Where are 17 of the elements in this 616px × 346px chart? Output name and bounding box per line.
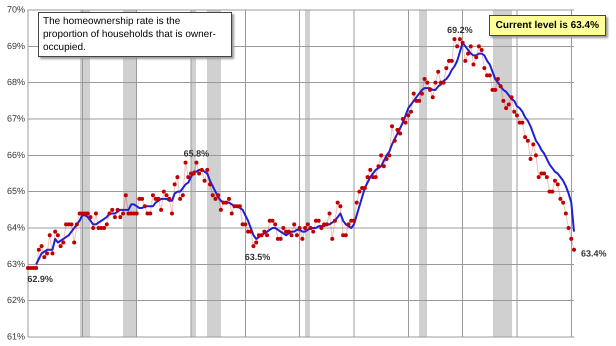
y-tick-label: 61%	[6, 331, 25, 342]
y-tick-label: 70%	[6, 4, 25, 14]
y-tick-label: 64%	[6, 222, 25, 232]
y-tick-label: 63%	[6, 258, 25, 269]
y-tick-label: 62%	[6, 295, 25, 306]
annotation: 63.5%	[244, 252, 270, 262]
annotation: 62.9%	[27, 274, 53, 284]
y-tick-label: 68%	[6, 77, 25, 88]
annotation: 65.8%	[184, 148, 210, 159]
text: 63.4%	[581, 248, 607, 258]
y-tick-label: 69%	[6, 40, 25, 51]
annotation: Current level is 63.4%	[488, 15, 606, 36]
y-tick-label: 66%	[6, 150, 25, 160]
y-tick-label: 67%	[6, 113, 25, 124]
y-tick-label: 65%	[6, 186, 25, 196]
annotation: The homeownership rate is the proportion of households that is owner-occupied.	[38, 12, 232, 57]
annotation: 69.2%	[447, 25, 473, 36]
